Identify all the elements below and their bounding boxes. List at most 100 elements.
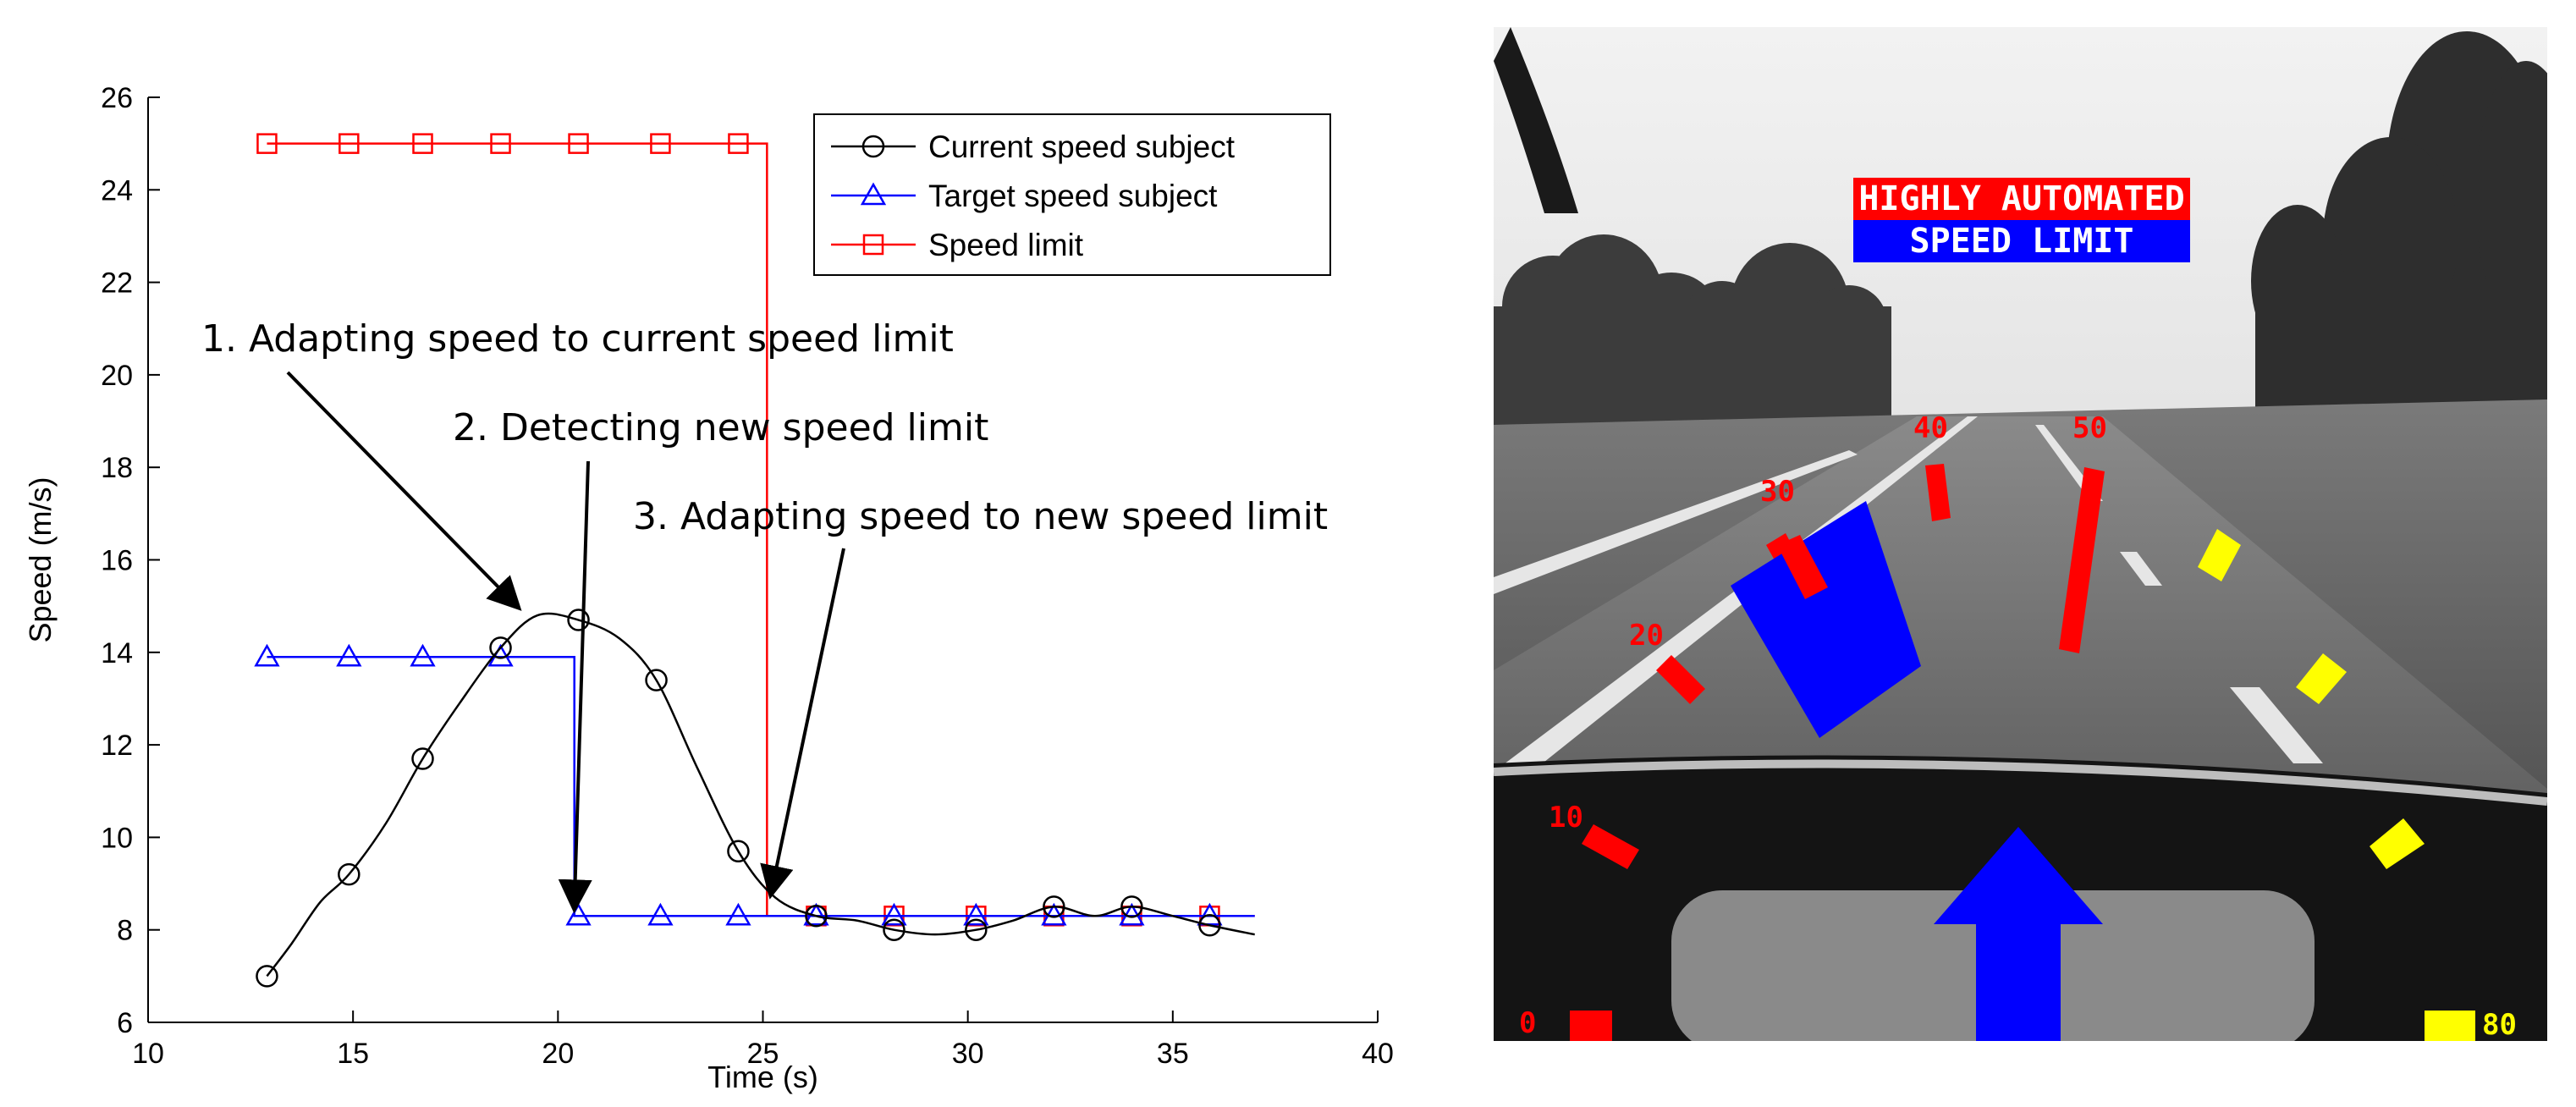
legend-label: Speed limit xyxy=(928,228,1084,262)
series-marker xyxy=(336,643,362,667)
scale-label-0: 0 xyxy=(1519,1006,1536,1040)
x-tick-label: 15 xyxy=(337,1038,369,1070)
y-tick-label: 26 xyxy=(101,82,133,114)
chart-axes: 10 15 20 25 30 35 40 6 8 10 12 14 16 18 20 22 24 26 Time (… xyxy=(23,82,1394,1094)
series-marker xyxy=(1043,895,1065,918)
y-tick-label: 24 xyxy=(101,174,133,207)
y-tick-label: 8 xyxy=(117,915,133,947)
arrow-up-icon xyxy=(1934,827,2103,1041)
legend-entry: Current speed subject xyxy=(831,129,1236,164)
series-marker xyxy=(490,133,511,154)
series-marker xyxy=(1198,913,1221,937)
series-marker xyxy=(883,918,905,941)
hud-overlay: HIGHLY AUTOMATED SPEED LIMIT 0 10 20 30 … xyxy=(1519,178,2517,1041)
tick-70 xyxy=(2296,653,2347,704)
legend-entry: Speed limit xyxy=(831,228,1084,262)
tick-80 xyxy=(2425,1011,2475,1041)
x-tick-label: 25 xyxy=(747,1038,779,1070)
legend-label: Current speed subject xyxy=(928,129,1236,164)
annotation-arrow-1 xyxy=(286,371,522,611)
y-tick-label: 10 xyxy=(101,822,133,854)
series-marker xyxy=(727,840,750,863)
current-speed-marker xyxy=(1777,535,1828,599)
hood-edge xyxy=(1494,759,2547,806)
legend-marker xyxy=(861,135,885,158)
legend-marker xyxy=(862,234,884,256)
series-line xyxy=(266,612,1255,978)
y-tick-label: 16 xyxy=(101,545,133,577)
y-tick-label: 12 xyxy=(101,730,133,762)
series-marker xyxy=(805,905,828,928)
mode-badge xyxy=(1853,178,2190,220)
series-marker xyxy=(567,609,590,631)
legend-label: Target speed subject xyxy=(928,179,1218,213)
limit-label: SPEED LIMIT xyxy=(1910,222,2134,261)
scale-label-10: 10 xyxy=(1549,801,1583,834)
series-marker xyxy=(1120,895,1143,918)
tick-75 xyxy=(2370,818,2425,869)
series-marker xyxy=(965,918,988,941)
series-triangle xyxy=(254,643,1255,926)
tick-60 xyxy=(2198,529,2241,581)
series-marker xyxy=(489,636,512,659)
series-circle xyxy=(256,609,1255,988)
y-tick-label: 14 xyxy=(101,637,133,669)
annotation-1: 1. Adapting speed to current speed limit xyxy=(201,317,954,361)
scale-label-50: 50 xyxy=(2072,411,2107,445)
annotation-arrow-3 xyxy=(760,548,845,900)
series-marker xyxy=(338,862,361,886)
series-marker xyxy=(412,133,433,154)
x-tick-label: 20 xyxy=(542,1038,574,1070)
series-marker xyxy=(339,133,360,154)
hud-camera-view: HIGHLY AUTOMATED SPEED LIMIT 0 10 20 30 … xyxy=(1494,27,2547,1041)
series-marker xyxy=(410,643,436,667)
y-tick-label: 22 xyxy=(101,267,133,300)
series-marker xyxy=(728,133,749,154)
trees-left xyxy=(1494,234,1891,425)
x-tick-label: 40 xyxy=(1362,1038,1394,1070)
y-axis-label: Speed (m/s) xyxy=(23,476,58,642)
series-marker xyxy=(256,965,278,988)
series-line xyxy=(267,656,1255,917)
tick-0 xyxy=(1570,1011,1612,1041)
series-marker xyxy=(647,902,674,926)
x-tick-label: 30 xyxy=(952,1038,984,1070)
chart-legend: Current speed subject Target speed subjec… xyxy=(813,113,1331,276)
tick-50 xyxy=(2059,467,2105,653)
series-marker xyxy=(881,902,907,926)
series-marker xyxy=(565,902,592,926)
series-marker xyxy=(568,133,589,154)
scale-label-80: 80 xyxy=(2482,1008,2517,1041)
x-tick-label: 35 xyxy=(1157,1038,1189,1070)
x-tick-label: 10 xyxy=(132,1038,164,1070)
limit-badge xyxy=(1853,220,2190,262)
scale-label-40: 40 xyxy=(1913,411,1948,445)
x-axis-label: Time (s) xyxy=(707,1060,818,1094)
chart-annotations: 1. Adapting speed to current speed limit… xyxy=(201,317,1328,914)
series-marker xyxy=(650,133,671,154)
speed-chart: 10 15 20 25 30 35 40 6 8 10 12 14 16 18 20 22 24 26 Time (… xyxy=(23,82,1394,1094)
mirror-edge xyxy=(1494,27,1578,213)
tick-40 xyxy=(1925,464,1951,521)
scale-label-20: 20 xyxy=(1629,619,1664,653)
series-marker xyxy=(725,902,751,926)
legend-entry: Target speed subject xyxy=(831,179,1218,213)
series-marker xyxy=(963,902,989,926)
annotation-2: 2. Detecting new speed limit xyxy=(453,406,988,449)
annotation-3: 3. Adapting speed to new speed limit xyxy=(633,495,1328,538)
series-marker xyxy=(411,747,434,770)
series-marker xyxy=(256,133,278,154)
scale-label-30: 30 xyxy=(1760,475,1795,509)
chart-series xyxy=(254,133,1255,988)
tick-10 xyxy=(1582,824,1639,869)
series-marker xyxy=(645,669,668,691)
tick-20 xyxy=(1656,655,1705,704)
y-tick-label: 6 xyxy=(117,1007,133,1039)
series-marker xyxy=(254,643,280,667)
mode-label: HIGHLY AUTOMATED xyxy=(1858,179,2184,218)
y-tick-label: 18 xyxy=(101,452,133,484)
target-speed-segment xyxy=(1731,501,1921,738)
y-tick-label: 20 xyxy=(101,360,133,392)
annotation-arrow-2 xyxy=(558,460,592,914)
scale-labels: 0 10 20 30 40 50 80 xyxy=(1519,411,2517,1041)
